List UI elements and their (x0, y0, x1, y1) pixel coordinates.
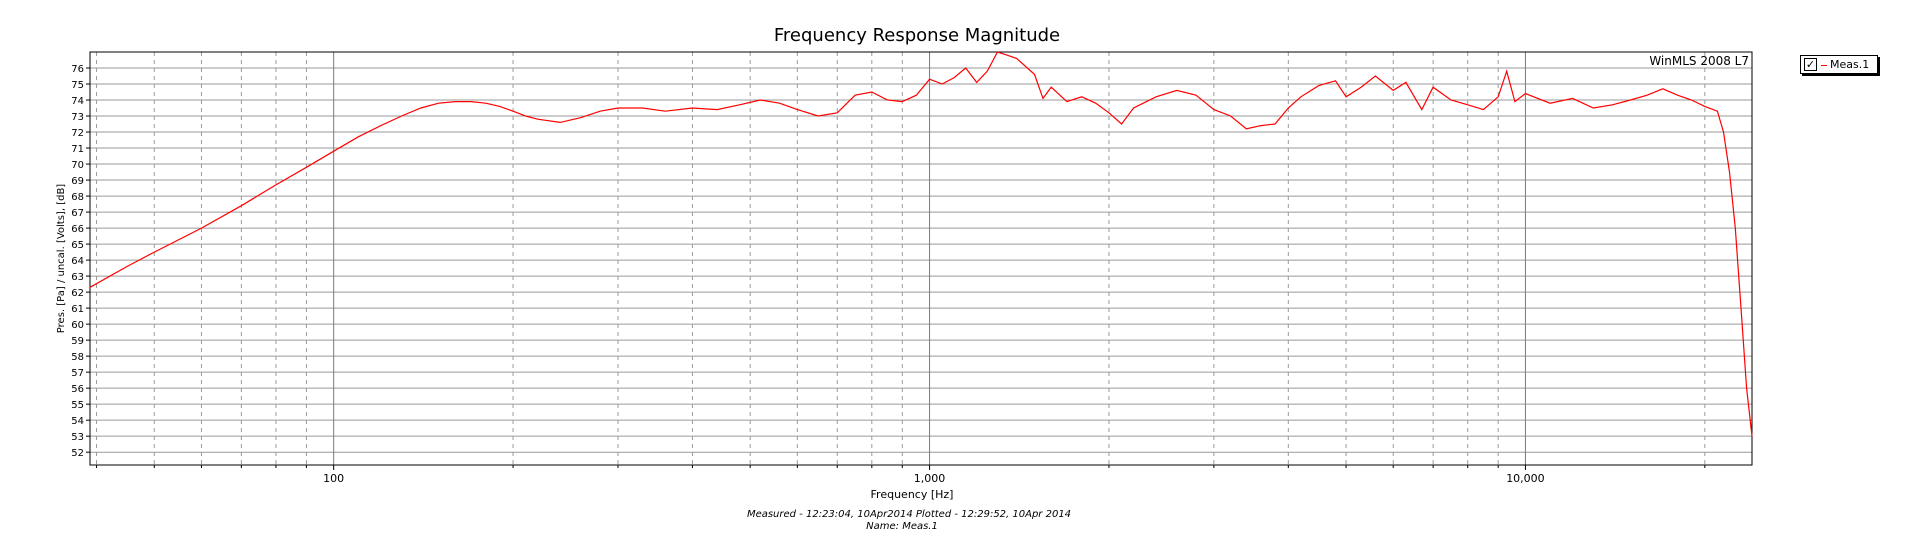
y-tick-label: 69 (71, 176, 84, 187)
y-axis-label: Pres. [Pa] / uncal. [Volts], [dB] (56, 184, 67, 334)
watermark-label: WinMLS 2008 L7 (1649, 54, 1749, 68)
legend-checkbox[interactable]: ✓ (1804, 58, 1817, 71)
y-tick-label: 61 (71, 304, 84, 315)
y-tick-label: 59 (71, 336, 84, 347)
chart-title: Frequency Response Magnitude (774, 25, 1060, 46)
legend-series-line (1821, 65, 1827, 66)
legend-box[interactable]: ✓ Meas.1 (1800, 55, 1878, 74)
footer-name: Name: Meas.1 (866, 521, 938, 532)
y-tick-label: 70 (71, 160, 84, 171)
y-tick-label: 58 (71, 352, 84, 363)
x-tick-label: 1,000 (914, 472, 946, 485)
y-tick-label: 74 (71, 96, 84, 107)
y-tick-label: 55 (71, 400, 84, 411)
y-tick-label: 57 (71, 368, 84, 379)
plot-frame (89, 51, 1753, 466)
y-tick-label: 65 (71, 240, 84, 251)
y-tick-label: 68 (71, 192, 84, 203)
y-tick-label: 67 (71, 208, 84, 219)
y-tick-label: 73 (71, 112, 84, 123)
y-tick-label: 75 (71, 80, 84, 91)
x-tick-label: 100 (323, 472, 344, 485)
y-tick-label: 62 (71, 288, 84, 299)
y-tick-label: 76 (71, 64, 84, 75)
legend-label: Meas.1 (1830, 58, 1870, 71)
y-tick-label: 53 (71, 432, 84, 443)
y-tick-label: 54 (71, 416, 84, 427)
x-tick-label: 10,000 (1506, 472, 1545, 485)
y-tick-label: 63 (71, 272, 84, 283)
y-tick-label: 56 (71, 384, 84, 395)
series-line-Meas.1 (89, 51, 1753, 437)
y-tick-label: 72 (71, 128, 84, 139)
y-tick-label: 64 (71, 256, 84, 267)
plot-area (90, 52, 1752, 465)
y-tick-label: 66 (71, 224, 84, 235)
y-tick-label: 71 (71, 144, 84, 155)
y-tick-label: 60 (71, 320, 84, 331)
footer-timestamps: Measured - 12:23:04, 10Apr2014 Plotted -… (747, 509, 1071, 520)
x-axis-label: Frequency [Hz] (871, 488, 954, 501)
y-tick-label: 52 (71, 448, 84, 459)
